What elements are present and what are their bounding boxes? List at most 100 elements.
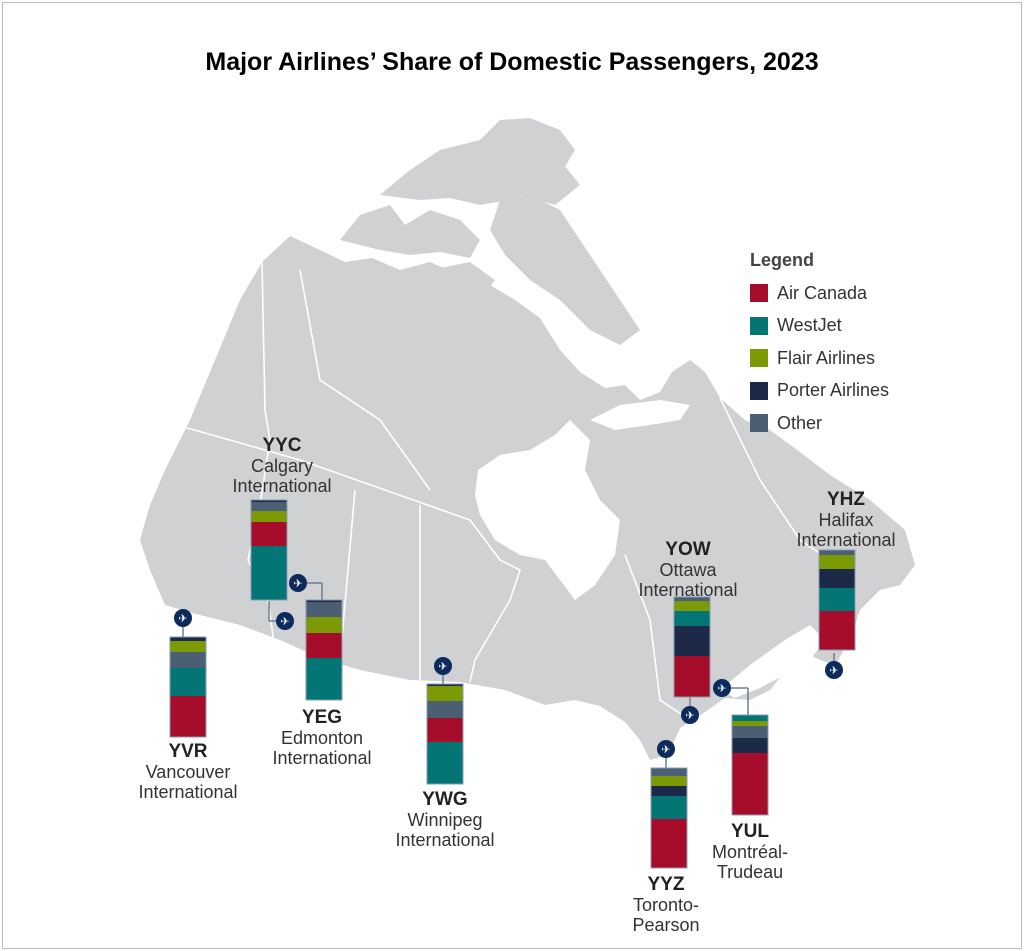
svg-text:✈: ✈ xyxy=(293,577,302,590)
legend-item: Other xyxy=(750,407,889,440)
stacked-bar-yvr xyxy=(169,636,207,738)
airport-name: Trudeau xyxy=(716,862,784,882)
bar-segment-air-canada xyxy=(170,696,206,737)
svg-text:✈: ✈ xyxy=(280,615,289,628)
airport-name: International xyxy=(395,830,495,850)
airport-code: YUL xyxy=(731,821,769,842)
airport-label-yow: YOW Ottawa International xyxy=(638,539,738,601)
airport-name: International xyxy=(638,580,738,600)
airport-code: YOW xyxy=(665,539,711,560)
legend-item: WestJet xyxy=(750,310,889,343)
stacked-bar-yow xyxy=(673,596,711,698)
bar-segment-porter-airlines xyxy=(306,600,342,602)
airport-label-yvr: YVR Vancouver International xyxy=(138,741,237,803)
bar-segment-flair-airlines xyxy=(427,686,463,701)
airport-label-yul: YUL Montréal- Trudeau xyxy=(711,821,789,883)
airport-name: International xyxy=(272,748,372,768)
airport-code: YYZ xyxy=(647,874,685,895)
legend-item: Flair Airlines xyxy=(750,342,889,375)
hudson-strait xyxy=(590,400,690,430)
airport-label-ywg: YWG Winnipeg International xyxy=(395,789,495,851)
airplane-icon: ✈ xyxy=(681,706,699,724)
bar-segment-other xyxy=(819,550,855,555)
bar-segment-other xyxy=(170,652,206,668)
legend-label: Flair Airlines xyxy=(777,347,876,368)
stacked-bar-yyc xyxy=(250,499,288,601)
bar-segment-flair-airlines xyxy=(251,511,287,522)
airport-name: Montréal- xyxy=(711,842,789,862)
airplane-icon: ✈ xyxy=(657,740,675,758)
bar-segment-westjet xyxy=(306,658,342,700)
bar-segment-westjet xyxy=(819,588,855,611)
stacked-bar-yul xyxy=(731,714,769,816)
bar-segment-flair-airlines xyxy=(732,721,768,726)
bar-segment-porter-airlines xyxy=(251,500,287,502)
airplane-icon: ✈ xyxy=(174,609,192,627)
bar-segment-air-canada xyxy=(732,753,768,815)
airport-name: Pearson xyxy=(632,915,700,935)
bar-segment-westjet xyxy=(427,742,463,784)
bar-segment-porter-airlines xyxy=(651,786,687,796)
svg-text:✈: ✈ xyxy=(661,743,670,756)
airport-name: Winnipeg xyxy=(407,810,483,830)
bar-segment-porter-airlines xyxy=(819,569,855,588)
airplane-icon: ✈ xyxy=(276,612,294,630)
bar-segment-westjet xyxy=(674,611,710,626)
airplane-icon: ✈ xyxy=(434,657,452,675)
airport-name: Vancouver xyxy=(145,762,231,782)
airport-name: International xyxy=(796,530,896,550)
bar-segment-flair-airlines xyxy=(170,641,206,652)
bar-segment-flair-airlines xyxy=(674,601,710,611)
bar-segment-air-canada xyxy=(427,718,463,742)
bar-segment-westjet xyxy=(251,546,287,600)
bar-segment-flair-airlines xyxy=(306,617,342,633)
airport-code: YYC xyxy=(262,435,302,456)
legend-item: Porter Airlines xyxy=(750,375,889,408)
bar-segment-flair-airlines xyxy=(819,555,855,569)
bar-segment-air-canada xyxy=(674,656,710,697)
arctic-islands xyxy=(430,262,495,300)
legend-item: Air Canada xyxy=(750,277,889,310)
bar-segment-westjet xyxy=(651,796,687,819)
legend-swatch xyxy=(750,284,768,303)
legend: Legend Air Canada WestJet Flair Airlines Po… xyxy=(750,250,889,440)
gulf-st-lawrence xyxy=(720,625,825,698)
svg-text:✈: ✈ xyxy=(717,682,726,695)
airport-label-yyc: YYC Calgary International xyxy=(232,435,331,497)
legend-label: WestJet xyxy=(777,315,842,336)
stacked-bar-yhz xyxy=(818,549,856,651)
airport-label-yeg: YEG Edmonton International xyxy=(272,708,372,769)
legend-swatch xyxy=(750,414,768,433)
arctic-islands xyxy=(470,140,580,205)
chart-title: Major Airlines’ Share of Domestic Passen… xyxy=(205,48,819,76)
airport-name: Calgary xyxy=(250,456,314,476)
bar-segment-air-canada xyxy=(651,819,687,868)
airport-code: YVR xyxy=(168,741,208,762)
bar-segment-air-canada xyxy=(306,633,342,658)
bar-segment-other xyxy=(651,768,687,776)
airport-code: YWG xyxy=(422,789,468,810)
airport-label-yhz: YHZ Halifax International xyxy=(796,490,896,551)
bar-segment-porter-airlines xyxy=(427,684,463,686)
airplane-icon: ✈ xyxy=(713,679,731,697)
bar-segment-other xyxy=(251,502,287,511)
legend-swatch xyxy=(750,381,768,400)
bar-segment-porter-airlines xyxy=(732,738,768,753)
airport-name: Ottawa xyxy=(659,560,717,580)
hudson-bay xyxy=(475,420,620,600)
bar-segment-air-canada xyxy=(819,611,855,650)
legend-label: Other xyxy=(777,412,823,433)
bar-segment-other xyxy=(674,597,710,601)
bar-segment-westjet xyxy=(732,715,768,721)
bar-segment-other xyxy=(427,701,463,718)
legend-heading: Legend xyxy=(750,250,815,270)
bar-segment-other xyxy=(306,602,342,617)
arctic-islands xyxy=(340,205,480,258)
airport-name: Halifax xyxy=(818,510,874,530)
stacked-bar-yyz xyxy=(650,767,688,869)
stacked-bar-ywg xyxy=(426,683,464,785)
legend-swatch xyxy=(750,316,768,335)
legend-label: Porter Airlines xyxy=(777,380,890,401)
